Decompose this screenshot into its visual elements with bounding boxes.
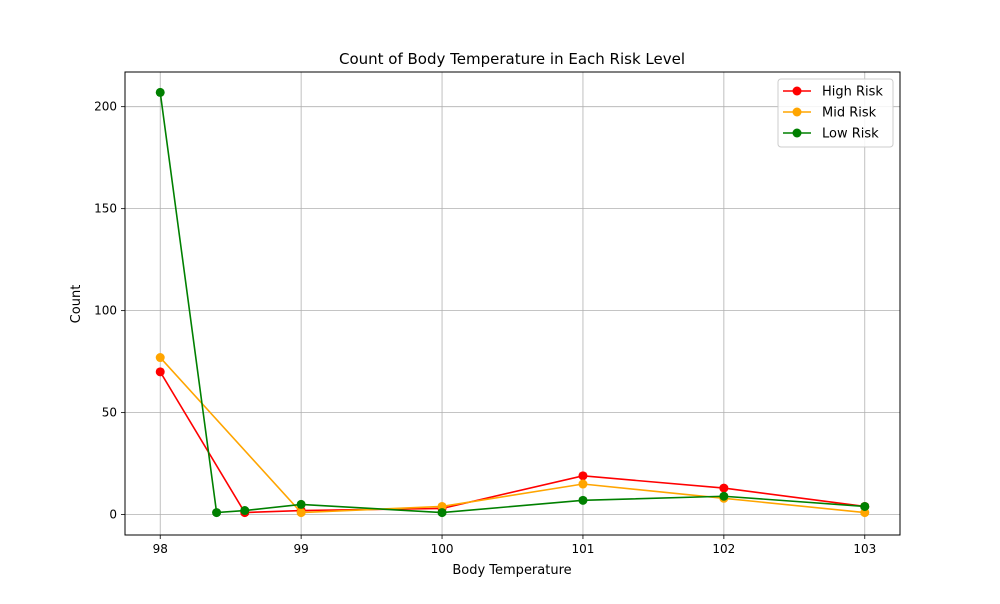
y-tick-label: 100 — [94, 304, 117, 318]
axis-ticks: 98 99 100 101 102 103 0 50 100 150 200 — [94, 100, 876, 556]
data-point-high-risk — [578, 471, 588, 481]
data-point-low-risk — [240, 506, 250, 516]
series-line-low-risk — [159, 92, 865, 514]
x-tick-label: 100 — [431, 542, 454, 556]
series-line-mid-risk — [159, 357, 865, 514]
x-tick-label: 101 — [572, 542, 595, 556]
data-point-high-risk — [719, 483, 729, 493]
data-point-low-risk — [719, 491, 729, 501]
data-point-mid-risk — [155, 353, 165, 363]
data-point-low-risk — [296, 499, 306, 509]
legend-label-mid-risk: Mid Risk — [822, 106, 877, 121]
legend-label-low-risk: Low Risk — [822, 127, 879, 142]
y-tick-label: 0 — [109, 508, 117, 522]
x-tick-label: 103 — [853, 542, 876, 556]
data-point-low-risk — [155, 87, 165, 97]
x-axis-label: Body Temperature — [452, 563, 571, 578]
y-tick-label: 150 — [94, 202, 117, 216]
data-point-mid-risk — [296, 508, 306, 518]
x-tick-label: 98 — [153, 542, 168, 556]
legend-marker-low-risk — [792, 128, 802, 138]
x-tick-label: 99 — [293, 542, 308, 556]
grid — [125, 72, 900, 535]
y-axis-label: Count — [69, 285, 84, 324]
chart-title: Count of Body Temperature in Each Risk L… — [339, 50, 685, 68]
series-layer — [155, 87, 870, 518]
data-point-mid-risk — [578, 479, 588, 489]
legend-marker-mid-risk — [792, 107, 802, 117]
legend-marker-high-risk — [792, 86, 802, 96]
x-tick-label: 102 — [712, 542, 735, 556]
legend-box — [777, 78, 894, 148]
data-point-low-risk — [578, 495, 588, 505]
y-tick-label: 50 — [102, 406, 117, 420]
y-tick-label: 200 — [94, 100, 117, 114]
data-point-low-risk — [860, 501, 870, 511]
legend-label-high-risk: High Risk — [822, 85, 883, 100]
data-point-low-risk — [437, 508, 447, 518]
data-point-high-risk — [155, 367, 165, 377]
data-point-low-risk — [212, 508, 222, 518]
plot-frame — [124, 71, 901, 536]
legend: High Risk Mid Risk Low Risk — [777, 78, 894, 148]
